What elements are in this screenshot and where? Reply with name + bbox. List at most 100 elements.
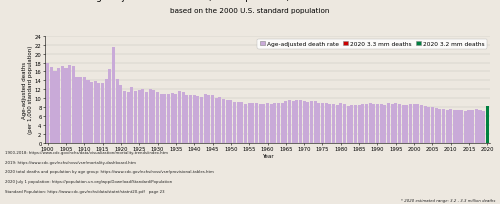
Text: 2020 July 1 population: https://population.un.org/wpp/Download/Standard/Populati: 2020 July 1 population: https://populati… bbox=[5, 179, 172, 183]
Bar bbox=[405, 105, 408, 143]
Bar bbox=[302, 101, 306, 143]
Bar bbox=[460, 111, 464, 143]
Bar bbox=[98, 84, 100, 143]
Bar bbox=[64, 69, 68, 143]
Bar bbox=[152, 90, 156, 143]
Legend: Age-adjusted death rate, 2020 3.3 mm deaths, 2020 3.2 mm deaths: Age-adjusted death rate, 2020 3.3 mm dea… bbox=[258, 40, 487, 49]
Bar bbox=[46, 64, 49, 143]
Bar bbox=[266, 103, 269, 143]
Bar bbox=[138, 91, 141, 143]
Bar bbox=[130, 88, 134, 143]
Bar bbox=[468, 111, 470, 143]
Bar bbox=[156, 93, 159, 143]
Bar bbox=[248, 104, 251, 143]
Bar bbox=[380, 105, 382, 143]
Bar bbox=[424, 106, 426, 143]
Bar bbox=[164, 95, 166, 143]
Bar bbox=[251, 103, 254, 143]
Bar bbox=[383, 105, 386, 143]
Bar bbox=[196, 96, 200, 143]
Bar bbox=[126, 92, 130, 143]
Bar bbox=[236, 103, 240, 143]
Bar bbox=[167, 95, 170, 143]
Bar bbox=[449, 110, 452, 143]
Text: Age-adjusted death rates (deaths per 1000) United States 1900-2020*: Age-adjusted death rates (deaths per 100… bbox=[90, 0, 410, 2]
Bar bbox=[368, 104, 372, 143]
Bar bbox=[310, 102, 313, 143]
Bar bbox=[442, 110, 445, 143]
Bar bbox=[434, 108, 438, 143]
Bar bbox=[189, 96, 192, 143]
Bar bbox=[222, 100, 225, 143]
Bar bbox=[416, 105, 420, 143]
Bar bbox=[346, 106, 350, 143]
Bar bbox=[475, 110, 478, 143]
Bar bbox=[365, 104, 368, 143]
Bar bbox=[68, 65, 71, 143]
Bar bbox=[372, 104, 376, 143]
Bar bbox=[358, 105, 361, 143]
Bar bbox=[200, 97, 203, 143]
Text: * 2020 estimated range: 3.2 - 3.3 million deaths: * 2020 estimated range: 3.2 - 3.3 millio… bbox=[400, 198, 495, 202]
Bar bbox=[453, 110, 456, 143]
Bar bbox=[116, 79, 119, 143]
Bar bbox=[350, 106, 354, 143]
Bar bbox=[394, 104, 398, 143]
Bar bbox=[317, 103, 320, 143]
Bar bbox=[226, 101, 229, 143]
Bar bbox=[79, 77, 82, 143]
Bar bbox=[343, 105, 346, 143]
Bar bbox=[104, 80, 108, 143]
Bar bbox=[336, 105, 339, 143]
Bar bbox=[409, 104, 412, 143]
Bar bbox=[211, 96, 214, 143]
Bar bbox=[218, 98, 222, 143]
Bar bbox=[192, 95, 196, 143]
Bar bbox=[471, 111, 474, 143]
Bar bbox=[160, 95, 163, 143]
Bar bbox=[284, 101, 288, 143]
Text: based on the 2000 U.S. standard population: based on the 2000 U.S. standard populati… bbox=[170, 8, 330, 14]
Bar bbox=[361, 105, 364, 143]
Bar bbox=[292, 101, 295, 143]
Bar bbox=[170, 94, 174, 143]
X-axis label: Year: Year bbox=[262, 153, 274, 158]
Bar bbox=[321, 104, 324, 143]
Bar bbox=[376, 105, 379, 143]
Text: 2019: https://www.cdc.gov/nchs/nvss/vsrr/mortality-dashboard.htm: 2019: https://www.cdc.gov/nchs/nvss/vsrr… bbox=[5, 160, 136, 164]
Bar bbox=[412, 104, 416, 143]
Bar bbox=[134, 92, 137, 143]
Bar bbox=[108, 70, 112, 143]
Bar bbox=[299, 101, 302, 143]
Bar bbox=[456, 111, 460, 143]
Bar bbox=[402, 105, 404, 143]
Bar bbox=[123, 92, 126, 143]
Bar bbox=[420, 105, 423, 143]
Bar bbox=[332, 104, 335, 143]
Bar bbox=[229, 100, 232, 143]
Bar bbox=[438, 109, 442, 143]
Bar bbox=[233, 102, 236, 143]
Bar bbox=[354, 106, 357, 143]
Bar bbox=[258, 104, 262, 143]
Bar bbox=[240, 103, 244, 143]
Bar bbox=[482, 111, 486, 143]
Bar bbox=[54, 71, 56, 143]
Text: 1900-2018: https://www.cdc.gov/nchs/data/visualization/mortality-trends/index.ht: 1900-2018: https://www.cdc.gov/nchs/data… bbox=[5, 150, 168, 154]
Bar bbox=[464, 111, 467, 143]
Bar bbox=[120, 85, 122, 143]
Bar bbox=[339, 104, 342, 143]
Bar bbox=[273, 103, 276, 143]
Bar bbox=[50, 68, 53, 143]
Bar bbox=[255, 103, 258, 143]
Y-axis label: Age-adjusted deaths
(per 1,000 standard population): Age-adjusted deaths (per 1,000 standard … bbox=[22, 46, 32, 134]
Bar bbox=[328, 105, 332, 143]
Bar bbox=[295, 100, 298, 143]
Text: Standard Population: https://www.cdc.gov/nchs/data/statnt/statnt20.pdf   page 23: Standard Population: https://www.cdc.gov… bbox=[5, 189, 164, 193]
Bar bbox=[262, 104, 266, 143]
Bar bbox=[60, 67, 64, 143]
Bar bbox=[182, 93, 185, 143]
Text: 2020 total deaths and population by age group: https://www.cdc.gov/nchs/nvss/vsr: 2020 total deaths and population by age … bbox=[5, 170, 214, 174]
Bar bbox=[142, 89, 144, 143]
Bar bbox=[112, 48, 115, 143]
